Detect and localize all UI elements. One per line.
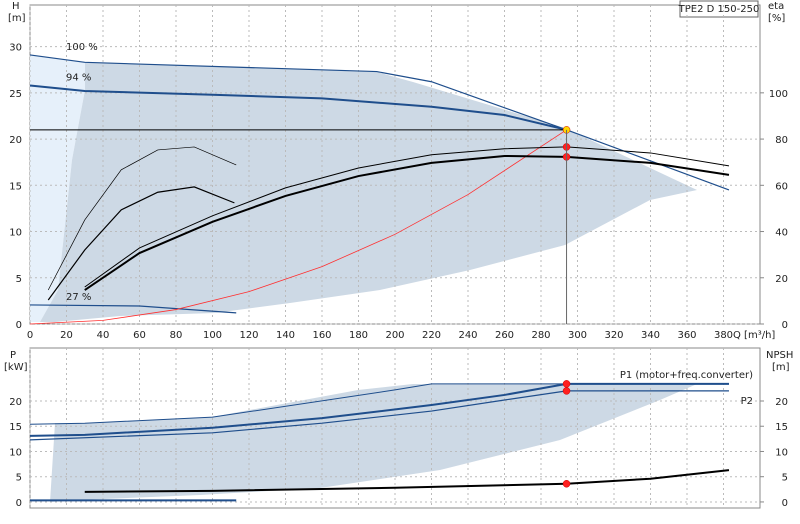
y2-tick-label: 20	[775, 397, 788, 408]
y-tick-label: 0	[16, 320, 22, 331]
y-tick-label: 5	[16, 473, 22, 484]
y-tick-label: 25	[9, 89, 22, 100]
curve	[47, 186, 235, 301]
y-tick-label: 20	[9, 135, 22, 146]
y-label: P	[10, 350, 16, 361]
operating-point	[562, 387, 571, 395]
x-tick-label: 280	[531, 330, 550, 341]
y2-unit: [m]	[772, 362, 790, 373]
x-tick-label: 80	[170, 330, 183, 341]
x-tick-label: 40	[97, 330, 110, 341]
y-tick-label: 10	[9, 228, 22, 239]
x-tick-label: 20	[60, 330, 73, 341]
range-area	[40, 62, 697, 322]
curve	[47, 146, 237, 291]
y2-label: eta	[768, 1, 784, 12]
x-tick-label: 220	[422, 330, 441, 341]
y2-tick-label: 0	[782, 320, 788, 331]
x-tick-label: 120	[239, 330, 258, 341]
y2-label: NPSH	[766, 350, 793, 361]
y-unit: [kW]	[4, 362, 28, 373]
x-tick-label: 60	[133, 330, 146, 341]
curve	[29, 129, 567, 325]
y-label: H	[12, 1, 20, 12]
x-tick-label: 380	[714, 330, 733, 341]
x-tick-label: 320	[604, 330, 623, 341]
x-label: Q [m³/h]	[733, 330, 775, 341]
x-tick-label: 140	[276, 330, 295, 341]
curve-label: 100 %	[66, 42, 98, 53]
x-tick-label: 260	[495, 330, 514, 341]
curve	[84, 154, 730, 291]
model-label: TPE2 D 150-250	[678, 4, 760, 15]
y2-tick-label: 60	[775, 181, 788, 192]
curve	[84, 146, 730, 288]
curve-label: 27 %	[66, 292, 91, 303]
x-tick-label: 300	[568, 330, 587, 341]
curve	[29, 383, 729, 425]
y2-tick-label: 0	[782, 498, 788, 509]
x-tick-label: 360	[677, 330, 696, 341]
range-area	[30, 55, 85, 322]
x-tick-label: 100	[203, 330, 222, 341]
y2-tick-label: 100	[769, 89, 788, 100]
curve	[29, 84, 567, 131]
y2-tick-label: 10	[775, 447, 788, 458]
y-tick-label: 5	[16, 274, 22, 285]
y2-tick-label: 5	[782, 473, 788, 484]
y2-tick-label: 15	[775, 422, 788, 433]
y2-unit: [%]	[768, 13, 785, 24]
range-area	[50, 384, 697, 502]
y2-tick-label: 20	[775, 274, 788, 285]
curve	[29, 382, 729, 437]
x-tick-label: 240	[458, 330, 477, 341]
x-tick-label: 180	[349, 330, 368, 341]
y-tick-label: 20	[9, 397, 22, 408]
y-tick-label: 15	[9, 181, 22, 192]
curve-label: 94 %	[66, 72, 91, 83]
y2-tick-label: 80	[775, 135, 788, 146]
curve	[84, 469, 730, 493]
curve-label: P1 (motor+freq.converter)	[620, 370, 753, 381]
x-tick-label: 200	[385, 330, 404, 341]
y2-tick-label: 40	[775, 228, 788, 239]
x-tick-label: 160	[312, 330, 331, 341]
model-box	[679, 0, 759, 18]
y-tick-label: 15	[9, 422, 22, 433]
x-tick-label: 340	[641, 330, 660, 341]
y-tick-label: 0	[16, 498, 22, 509]
curve-label: P2	[741, 396, 753, 407]
operating-point	[562, 380, 571, 388]
y-tick-label: 30	[9, 43, 22, 54]
operating-point	[562, 480, 571, 488]
y-unit: [m]	[8, 13, 26, 24]
x-tick-label: 0	[27, 330, 33, 341]
curve	[29, 54, 730, 191]
y-tick-label: 10	[9, 447, 22, 458]
curve	[29, 304, 237, 314]
